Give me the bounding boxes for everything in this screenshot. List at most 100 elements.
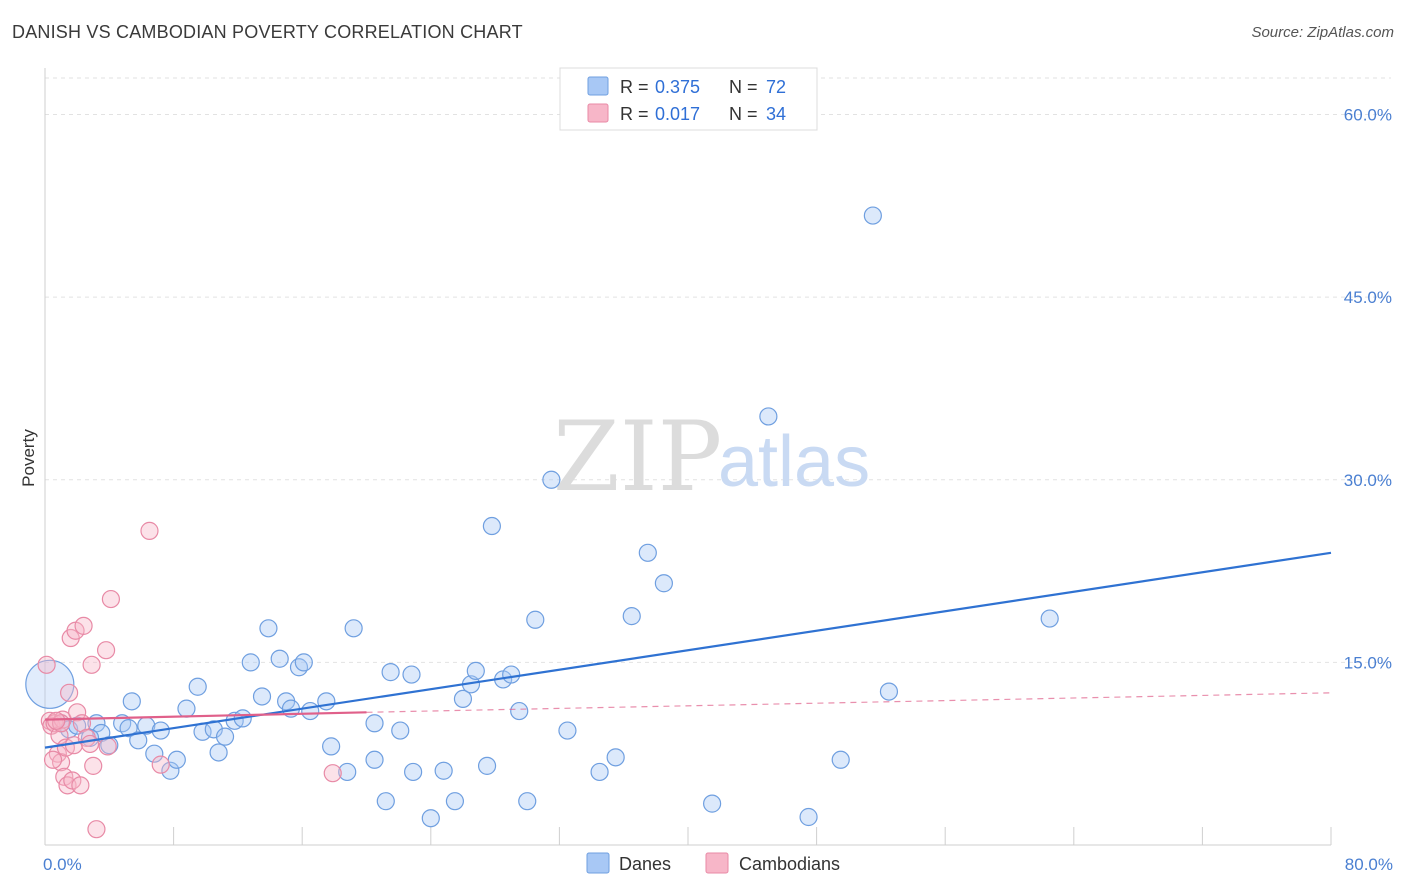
data-point-danes — [1040, 609, 1059, 628]
data-point-danes — [145, 744, 164, 763]
trend-lines — [44, 551, 1332, 749]
data-point-danes — [445, 792, 465, 811]
data-point-danes — [209, 743, 228, 762]
legend-swatch-cambodians-bottom — [705, 852, 729, 874]
legend-r-value-cambodians: 0.017 — [655, 104, 700, 124]
data-point-cambodians — [87, 820, 106, 839]
data-point-danes — [167, 750, 186, 769]
trend-line-danes — [44, 551, 1332, 749]
data-point-danes — [188, 677, 207, 696]
data-point-danes — [558, 721, 577, 740]
legend-n-label-danes: N = — [729, 77, 758, 97]
data-point-danes — [502, 665, 521, 684]
data-point-danes — [879, 682, 899, 701]
data-point-danes — [482, 516, 501, 536]
legend-label-danes: Danes — [619, 854, 671, 874]
data-point-danes — [518, 792, 537, 811]
data-point-danes — [204, 720, 223, 739]
series-cambodians — [37, 521, 342, 839]
data-point-danes — [161, 761, 180, 780]
data-point-danes — [654, 574, 673, 593]
watermark: ZIP atlas — [553, 401, 870, 513]
data-point-danes — [606, 748, 625, 767]
data-point-danes — [122, 692, 141, 711]
y-tick-label: 30.0% — [1344, 471, 1392, 490]
chart-title: DANISH VS CAMBODIAN POVERTY CORRELATION … — [12, 22, 523, 42]
data-point-danes — [453, 689, 473, 709]
watermark-zip: ZIP — [553, 401, 722, 513]
data-point-danes — [338, 762, 357, 782]
data-point-danes — [638, 543, 657, 562]
data-point-danes — [294, 653, 313, 672]
data-point-cambodians — [101, 589, 121, 609]
data-point-danes — [526, 610, 545, 629]
data-point-cambodians — [96, 641, 116, 660]
data-point-cambodians — [60, 683, 79, 702]
trend-line-cambodians-extended — [366, 692, 1332, 713]
data-point-danes — [129, 731, 148, 750]
legend-n-value-danes: 72 — [766, 77, 786, 97]
x-tick-labels: 0.0% 80.0% — [43, 855, 1393, 874]
data-point-danes — [270, 649, 289, 668]
data-point-danes — [317, 692, 336, 711]
trend-line-cambodians — [44, 711, 367, 721]
data-point-cambodians — [82, 655, 101, 674]
legend-stats: R = 0.375 N = 72 R = 0.017 N = 34 — [559, 67, 818, 131]
y-axis-label: Poverty — [19, 429, 38, 487]
data-point-danes — [365, 714, 384, 733]
data-point-cambodians — [68, 703, 87, 722]
series-danes — [25, 206, 1059, 828]
data-point-danes — [404, 762, 423, 782]
legend-r-value-danes: 0.375 — [655, 77, 700, 97]
data-point-danes — [434, 761, 453, 780]
legend-series: Danes Cambodians — [586, 852, 840, 874]
legend-label-cambodians: Cambodians — [739, 854, 840, 874]
x-tick-label: 0.0% — [43, 855, 82, 874]
legend-n-value-cambodians: 34 — [766, 104, 786, 124]
data-point-danes — [259, 619, 278, 638]
data-point-cambodians — [37, 655, 56, 674]
data-point-danes — [301, 701, 320, 721]
data-point-danes — [542, 470, 561, 489]
data-point-danes — [119, 719, 138, 738]
data-point-cambodians — [47, 711, 66, 730]
chart-source: Source: ZipAtlas.com — [1251, 24, 1394, 41]
data-point-danes — [322, 737, 341, 756]
legend-r-label-cambodians: R = — [620, 104, 649, 124]
data-point-cambodians — [84, 756, 103, 775]
data-point-danes — [477, 756, 497, 775]
data-point-cambodians — [140, 521, 159, 540]
data-point-danes — [252, 687, 272, 706]
data-point-danes — [703, 794, 722, 813]
legend-r-label-danes: R = — [620, 77, 649, 97]
data-point-danes — [510, 701, 529, 721]
data-point-cambodians — [74, 616, 93, 635]
data-point-danes — [241, 653, 260, 672]
data-point-danes — [391, 721, 410, 740]
watermark-atlas: atlas — [718, 422, 870, 502]
data-point-danes — [376, 792, 395, 811]
data-point-danes — [590, 762, 609, 782]
y-tick-label: 60.0% — [1344, 106, 1392, 125]
legend-swatch-danes — [587, 76, 609, 96]
data-point-danes — [421, 809, 440, 828]
data-point-cambodians — [43, 750, 63, 769]
x-tick-label: 80.0% — [1345, 855, 1393, 874]
y-tick-label: 15.0% — [1344, 653, 1392, 672]
data-point-cambodians — [80, 734, 100, 754]
legend-n-label-cambodians: N = — [729, 104, 758, 124]
y-tick-label: 45.0% — [1344, 288, 1392, 307]
data-point-cambodians — [98, 737, 117, 756]
data-point-danes — [759, 407, 778, 426]
data-point-danes — [365, 750, 384, 769]
data-point-cambodians — [151, 755, 170, 774]
data-point-cambodians — [71, 776, 90, 795]
data-point-danes — [381, 663, 400, 682]
data-point-danes — [799, 807, 818, 827]
data-point-danes — [215, 727, 235, 746]
legend-swatch-danes-bottom — [586, 852, 610, 874]
data-point-danes — [831, 750, 850, 769]
data-point-danes — [402, 665, 421, 684]
data-point-cambodians — [323, 764, 342, 783]
legend-swatch-cambodians — [587, 103, 609, 123]
